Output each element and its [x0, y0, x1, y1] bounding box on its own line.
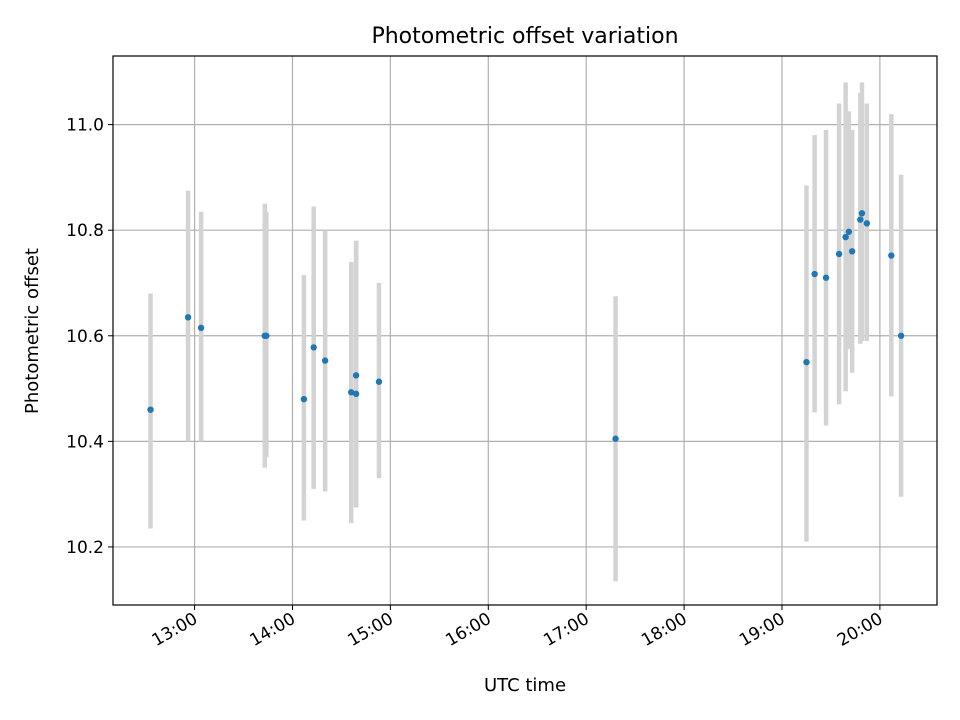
data-point [822, 274, 830, 281]
data-point [300, 395, 308, 403]
data-point [811, 270, 818, 278]
data-points [147, 210, 905, 442]
y-tick-label: 10.6 [66, 327, 104, 347]
data-point [352, 390, 360, 398]
grid [113, 56, 937, 605]
data-point [310, 344, 317, 351]
data-point [897, 332, 905, 339]
data-point [184, 314, 192, 321]
y-axis-label: Photometric offset [22, 248, 43, 414]
data-point [348, 389, 355, 396]
data-point [352, 372, 360, 379]
chart-title: Photometric offset variation [371, 24, 678, 49]
data-point [197, 324, 205, 332]
y-tick-label: 10.2 [66, 538, 104, 558]
data-point [375, 378, 383, 385]
data-point [803, 358, 810, 366]
x-axis-label: UTC time [484, 675, 566, 696]
y-tick-label: 11.0 [66, 116, 104, 136]
data-point [612, 435, 619, 442]
plot-frame [112, 55, 938, 606]
data-point [888, 252, 895, 259]
data-point [842, 233, 849, 241]
data-point [848, 248, 856, 255]
data-point [845, 228, 853, 235]
data-point [147, 406, 154, 413]
y-tick-label: 10.4 [66, 432, 104, 452]
data-point [835, 250, 843, 258]
data-point [321, 357, 329, 364]
y-axis-ticks: 10.2 10.4 10.6 10.8 11.0 [66, 116, 113, 558]
data-point [863, 220, 871, 227]
data-point [263, 332, 270, 339]
data-point [858, 210, 866, 217]
y-tick-label: 10.8 [66, 221, 104, 241]
data-point [857, 216, 864, 223]
